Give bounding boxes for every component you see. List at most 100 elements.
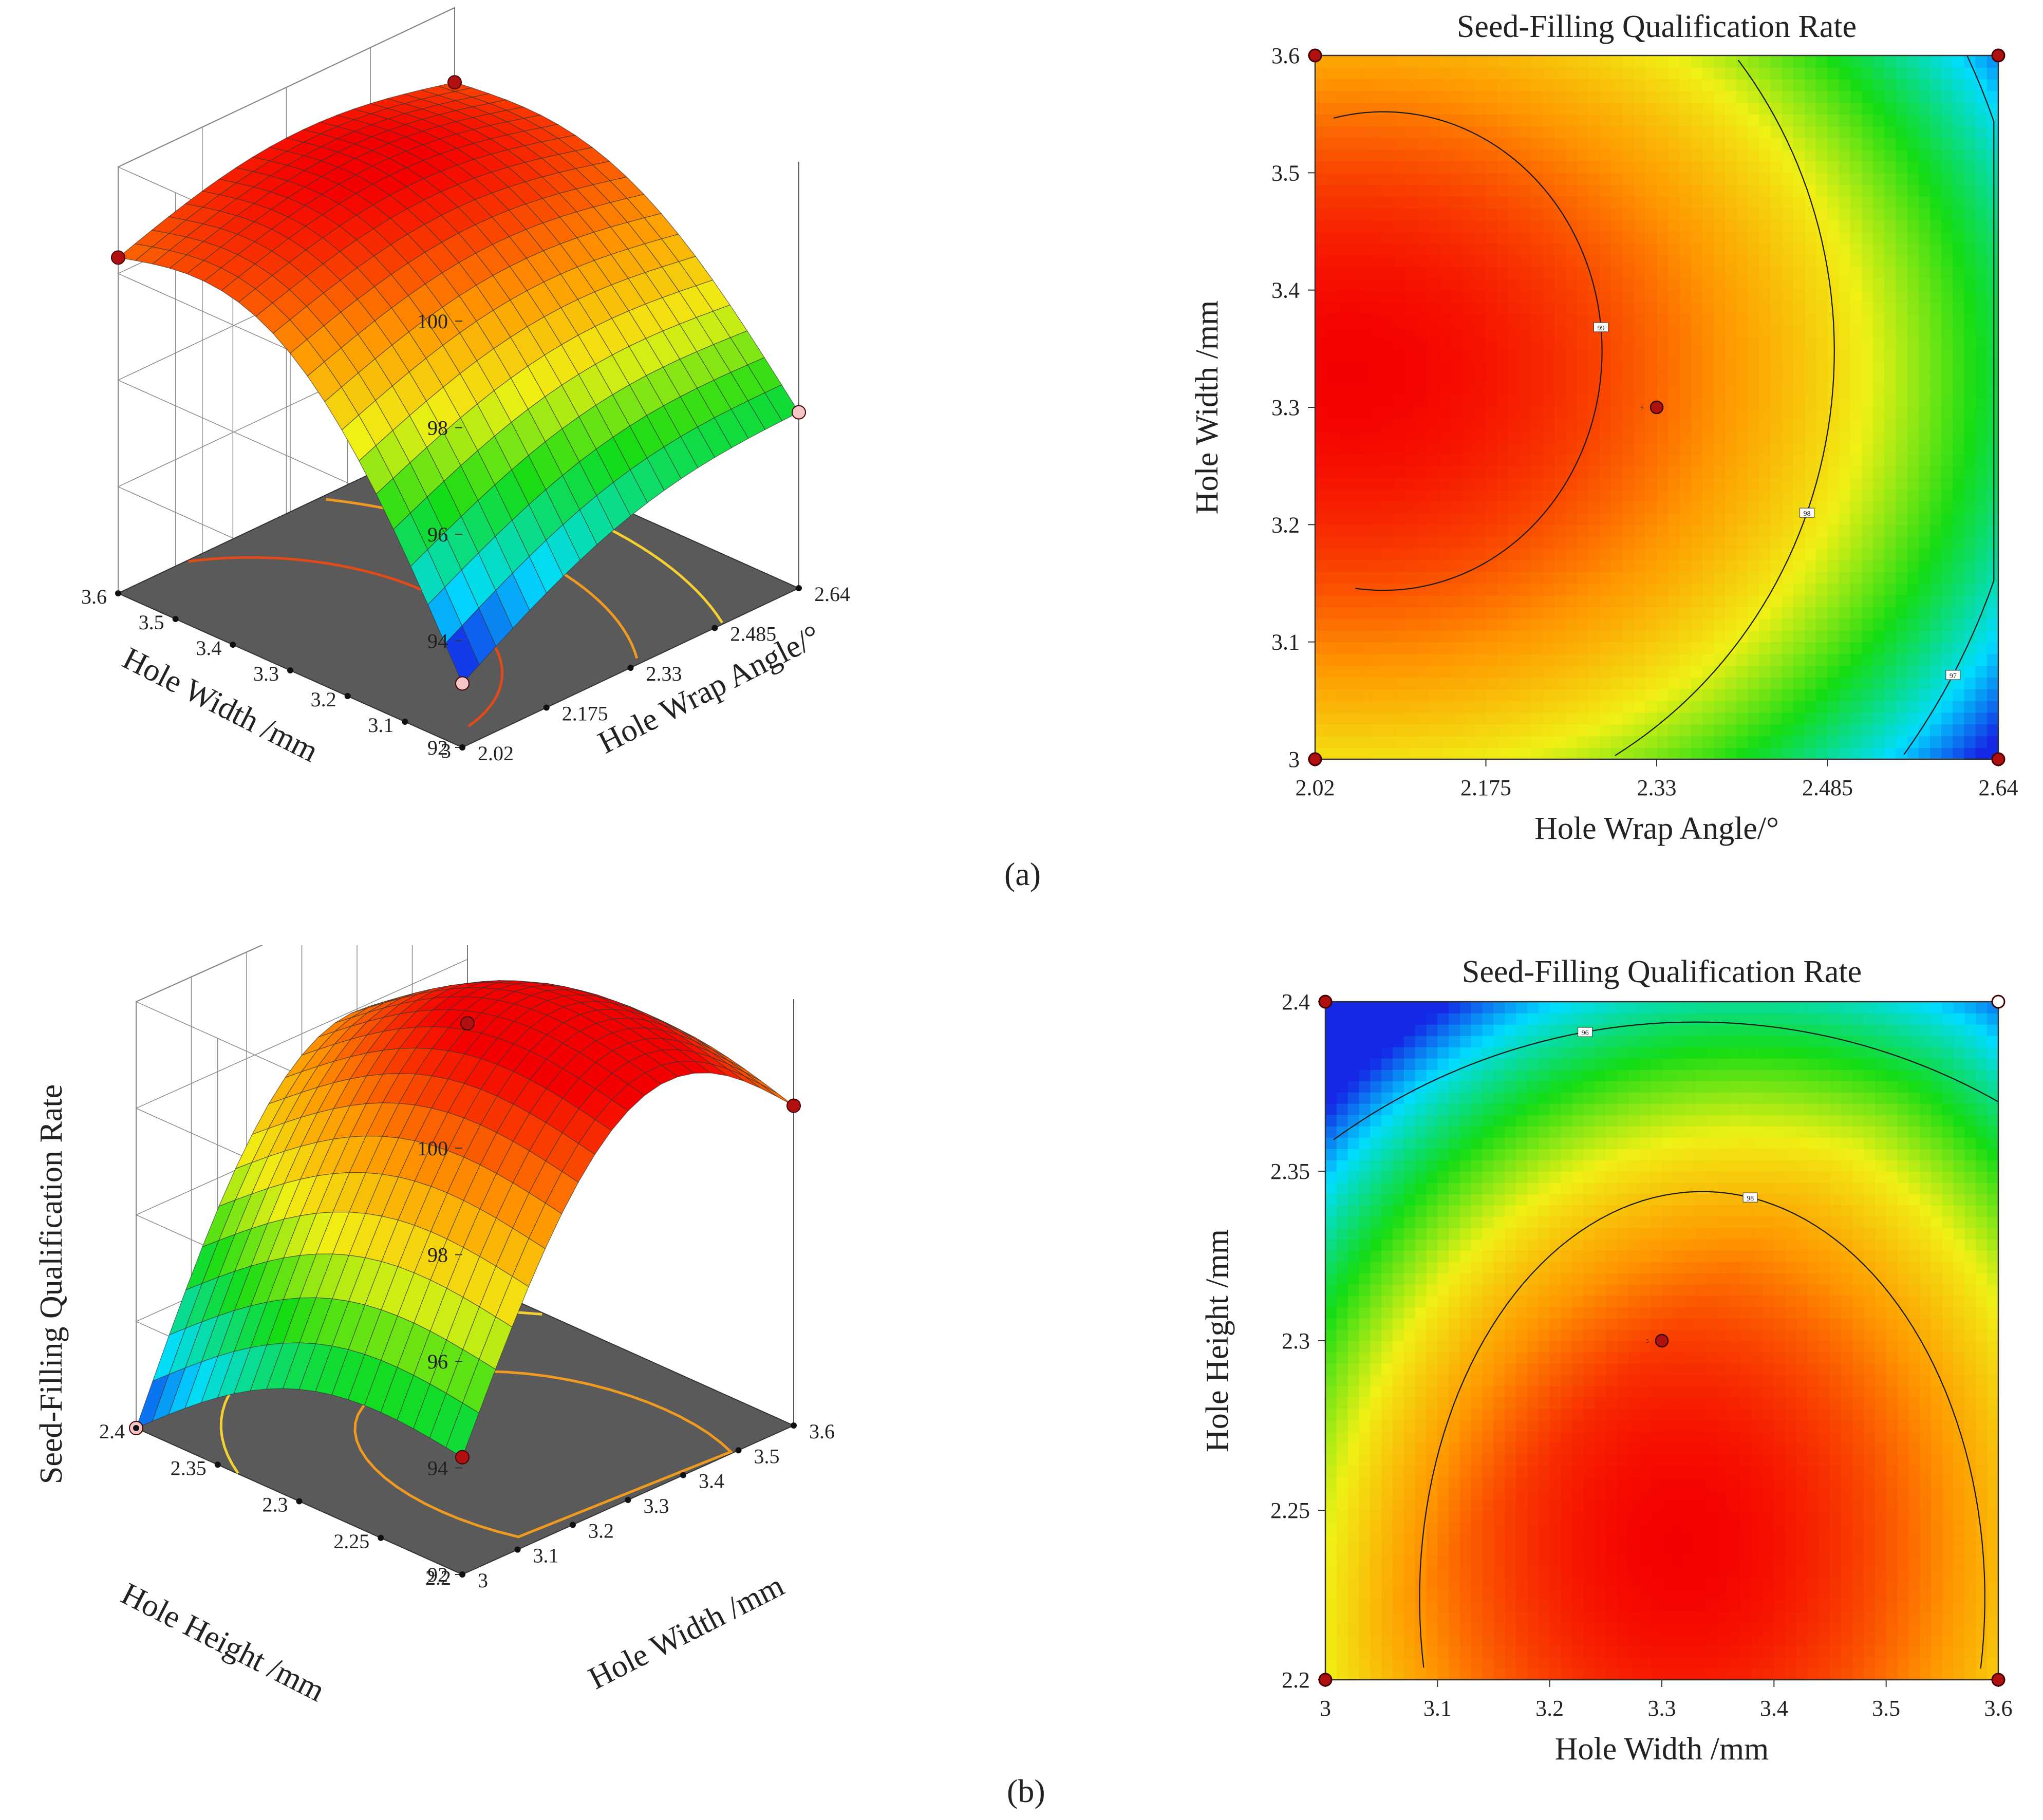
- heat-cell: [1964, 618, 1976, 631]
- heat-cell: [1793, 700, 1805, 713]
- heat-cell: [1315, 219, 1327, 232]
- heat-cell: [1395, 372, 1407, 385]
- heat-cell: [1600, 278, 1612, 291]
- heat-cell: [1645, 55, 1657, 68]
- heat-cell: [1839, 501, 1851, 514]
- heat-cell: [1770, 313, 1783, 326]
- heat-cell: [1486, 454, 1498, 466]
- heat-cell: [1736, 513, 1749, 526]
- heat-cell: [1336, 1284, 1348, 1296]
- heat-cell: [1657, 184, 1669, 197]
- heat-cell: [1759, 724, 1771, 737]
- heat-cell: [1588, 665, 1600, 678]
- heat-cell: [1930, 290, 1942, 303]
- heat-cell: [1383, 126, 1395, 138]
- heat-cell: [1839, 255, 1851, 267]
- heat-cell: [1486, 747, 1498, 760]
- heat-cell: [1657, 419, 1669, 431]
- heat-cell: [1347, 1522, 1360, 1533]
- heat-cell: [1326, 689, 1339, 701]
- heat-cell: [1793, 149, 1805, 162]
- heat-cell: [1381, 1160, 1393, 1172]
- heat-cell: [1884, 372, 1897, 385]
- heat-cell: [1657, 513, 1669, 526]
- heat-cell: [1862, 325, 1873, 337]
- heat-cell: [1930, 419, 1942, 431]
- heat-cell: [1336, 1137, 1348, 1149]
- heat-cell: [1668, 489, 1680, 502]
- heat-cell: [1634, 571, 1646, 584]
- heat-cell: [1884, 302, 1897, 314]
- heat-cell: [1370, 1567, 1382, 1579]
- heat-cell: [1679, 430, 1692, 443]
- heat-cell: [1793, 67, 1805, 80]
- heat-cell: [1326, 302, 1339, 314]
- heat-cell: [1588, 700, 1600, 713]
- heat-cell: [1748, 79, 1760, 91]
- heat-cell: [1338, 712, 1350, 725]
- heat-cell: [1930, 736, 1942, 748]
- heat-cell: [1748, 243, 1760, 255]
- heat-cell: [1315, 536, 1327, 549]
- heat-cell: [1429, 137, 1441, 150]
- heat-cell: [1497, 325, 1509, 337]
- heat-cell: [1862, 548, 1873, 560]
- heat-cell: [1372, 407, 1384, 420]
- heat-cell: [1360, 267, 1373, 279]
- heat-cell: [1622, 583, 1635, 596]
- heat-cell: [1508, 102, 1521, 115]
- heat-cell: [1486, 419, 1498, 431]
- heat-cell: [1645, 348, 1657, 361]
- heat-cell: [1565, 583, 1578, 596]
- heat-cell: [1600, 372, 1612, 385]
- heat-cell: [1393, 1216, 1404, 1228]
- heat-cell: [1736, 278, 1749, 291]
- heat-cell: [1611, 618, 1623, 631]
- heat-cell: [1622, 114, 1635, 126]
- heat-cell: [1520, 665, 1532, 678]
- heat-cell: [1986, 513, 1999, 526]
- heat-cell: [1873, 689, 1885, 701]
- heat-cell: [1395, 442, 1407, 455]
- heat-cell: [1508, 55, 1521, 68]
- heat-cell: [1986, 700, 1999, 713]
- heat-cell: [1930, 677, 1942, 689]
- heat-cell: [1600, 290, 1612, 303]
- heat-cell: [1622, 736, 1635, 748]
- heat-cell: [1679, 102, 1692, 115]
- heat-cell: [1370, 1137, 1382, 1149]
- heat-cell: [1657, 149, 1669, 162]
- heat-cell: [1336, 1397, 1348, 1409]
- heat-cell: [1862, 360, 1873, 373]
- heat-cell: [1725, 337, 1737, 349]
- heat-cell: [1338, 501, 1350, 514]
- heat-cell: [1452, 243, 1464, 255]
- heat-cell: [1577, 219, 1589, 232]
- heat-cell: [1930, 384, 1942, 396]
- heat-cell: [1986, 607, 1999, 619]
- heat-cell: [1679, 454, 1692, 466]
- heat-cell: [1657, 290, 1669, 303]
- heat-cell: [1565, 665, 1578, 678]
- heat-cell: [1370, 1273, 1382, 1285]
- heat-cell: [1440, 184, 1452, 197]
- heat-cell: [1748, 618, 1760, 631]
- heat-cell: [1359, 1488, 1371, 1499]
- heat-cell: [1770, 302, 1783, 314]
- heat-cell: [1713, 302, 1726, 314]
- heat-cell: [1702, 736, 1714, 748]
- x-tick-mark: [735, 1447, 742, 1454]
- y-tick-mark: [115, 590, 121, 596]
- heat-cell: [1634, 630, 1646, 643]
- heat-cell: [1873, 149, 1885, 162]
- heat-cell: [1577, 478, 1589, 490]
- heat-cell: [1873, 372, 1885, 385]
- heat-cell: [1315, 712, 1327, 725]
- heat-cell: [1702, 372, 1714, 385]
- heat-cell: [1508, 700, 1521, 713]
- heat-cell: [1543, 243, 1555, 255]
- heat-cell: [1611, 559, 1623, 572]
- heat-cell: [1748, 149, 1760, 162]
- heat-cell: [1702, 302, 1714, 314]
- heat-cell: [1986, 618, 1999, 631]
